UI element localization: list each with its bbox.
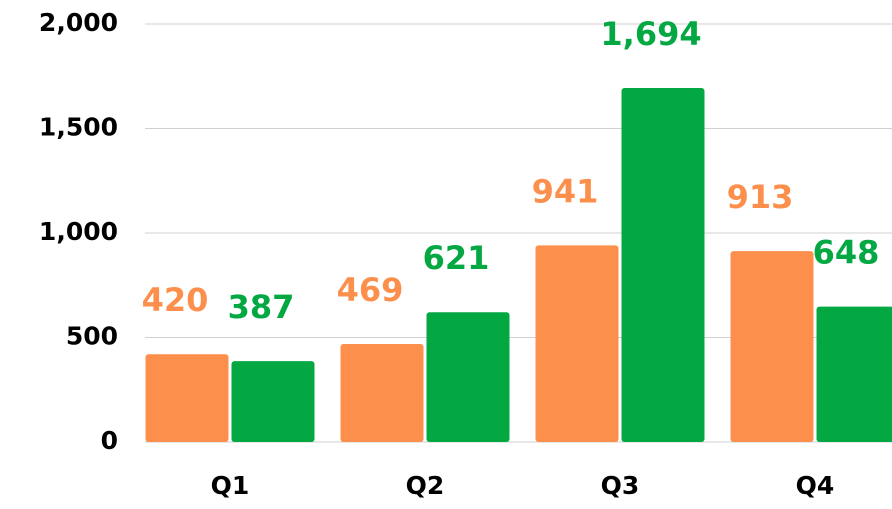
data-label: 469 [337,271,404,309]
y-tick-label: 1,500 [39,113,118,142]
data-label: 420 [142,281,209,319]
bar [231,361,315,442]
y-tick-label: 2,000 [39,8,118,37]
x-tick-label: Q3 [601,471,640,500]
bar [816,306,892,442]
x-tick-label: Q2 [406,471,445,500]
y-tick-label: 500 [66,322,118,351]
x-tick-label: Q1 [211,471,250,500]
bar [535,245,619,442]
data-label: 1,694 [600,15,701,53]
bar [340,343,424,442]
data-label: 387 [228,288,295,326]
data-label: 913 [727,178,794,216]
x-tick-label: Q4 [796,471,835,500]
bar [621,87,705,442]
y-tick-label: 1,000 [39,217,118,246]
data-label: 648 [813,234,880,272]
bar [730,251,814,442]
bar [145,354,229,442]
data-label: 941 [532,172,599,210]
data-label: 621 [423,239,490,277]
y-tick-label: 0 [101,426,118,455]
bar [426,312,510,442]
